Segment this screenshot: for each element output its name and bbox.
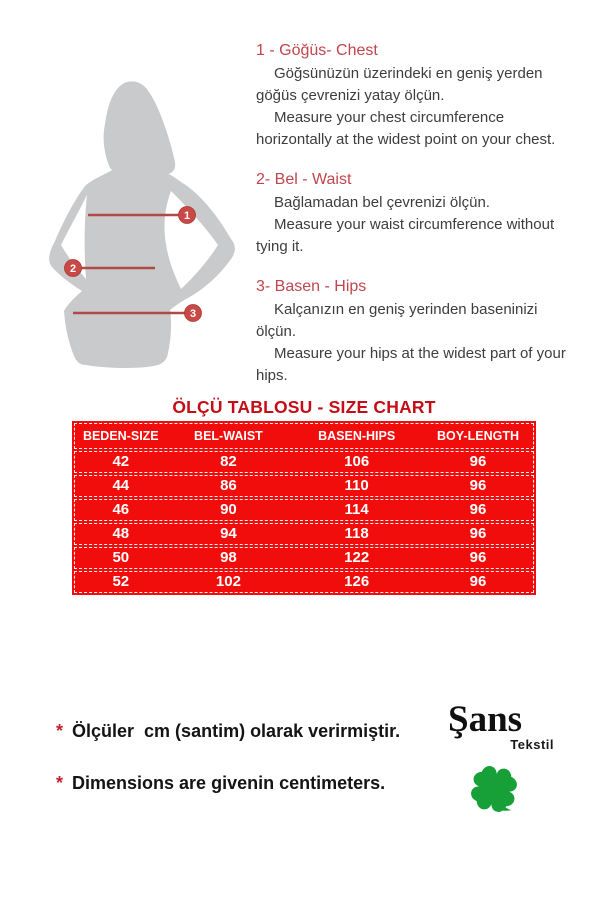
four-leaf-clover-icon [469, 766, 519, 814]
note-text-turkish: Ölçüler cm (santim) olarak verirmiştir. [72, 721, 401, 741]
female-silhouette-illustration: 1 2 3 [49, 81, 235, 368]
hips-badge: 3 [184, 304, 202, 322]
header-cell-size: BEDEN-SIZE [82, 429, 159, 443]
size-chart-header-row: BEDEN-SIZE BEL-WAIST BASEN-HIPS BOY-LENG… [74, 423, 534, 449]
cell-length: 96 [469, 453, 487, 470]
chest-badge: 1 [178, 206, 196, 224]
brand-subtitle: Tekstil [510, 737, 554, 752]
table-row: 42 82 106 96 [74, 451, 534, 473]
size-chart-table: BEDEN-SIZE BEL-WAIST BASEN-HIPS BOY-LENG… [72, 421, 536, 595]
measurement-instructions: 1 - Göğüs- Chest Göğsünüzün üzerindeki e… [256, 40, 574, 405]
cell-waist: 82 [220, 453, 237, 470]
waist-text-turkish: Bağlamadan bel çevrenizi ölçün. [274, 194, 490, 211]
size-chart-title: ÖLÇÜ TABLOSU - SIZE CHART [172, 397, 436, 417]
header-cell-hips: BASEN-HIPS [318, 429, 396, 443]
table-row: 52 102 126 96 [74, 571, 534, 593]
table-row: 50 98 122 96 [74, 547, 534, 569]
note-english: * Dimensions are givenin centimeters. [56, 770, 436, 796]
cell-hips: 114 [344, 501, 369, 518]
chest-heading: 1 - Göğüs- Chest [256, 42, 378, 59]
cell-waist: 102 [215, 573, 241, 590]
header-cell-waist: BEL-WAIST [194, 429, 263, 443]
cell-waist: 90 [220, 501, 237, 518]
chest-text-english: Measure your chest circumference horizon… [256, 109, 556, 148]
cell-hips: 110 [344, 477, 369, 494]
header-cell-length: BOY-LENGTH [437, 429, 519, 443]
cell-size: 42 [112, 453, 130, 470]
cell-size: 44 [112, 477, 130, 494]
cell-hips: 122 [344, 549, 370, 566]
cell-length: 96 [469, 549, 487, 566]
brand-logo: Şans Tekstil [448, 700, 558, 821]
cell-waist: 94 [220, 525, 237, 542]
silhouette-head [103, 81, 176, 176]
instruction-section-waist: 2- Bel - Waist Bağlamadan bel çevrenizi … [256, 169, 574, 258]
waist-badge-number: 2 [70, 263, 76, 275]
hips-text-english: Measure your hips at the widest part of … [256, 345, 566, 384]
waist-heading: 2- Bel - Waist [256, 171, 352, 188]
cell-hips: 126 [344, 573, 370, 590]
instruction-section-chest: 1 - Göğüs- Chest Göğsünüzün üzerindeki e… [256, 40, 574, 151]
cell-size: 50 [112, 549, 130, 566]
hips-text-turkish: Kalçanızın en geniş yerinden baseninizi … [256, 301, 538, 340]
cell-waist: 98 [220, 549, 237, 566]
cell-length: 96 [469, 477, 487, 494]
cell-length: 96 [469, 501, 487, 518]
cell-size: 48 [112, 525, 130, 542]
cell-hips: 106 [344, 453, 370, 470]
waist-text-english: Measure your waist circumference without… [256, 216, 555, 255]
cell-length: 96 [469, 573, 487, 590]
asterisk-marker: * [56, 773, 64, 793]
hips-heading: 3- Basen - Hips [256, 278, 367, 295]
hips-badge-number: 3 [190, 308, 196, 320]
cell-waist: 86 [220, 477, 237, 494]
table-row: 44 86 110 96 [74, 475, 534, 497]
note-turkish: * Ölçüler cm (santim) olarak verirmiştir… [56, 718, 436, 744]
note-text-english: Dimensions are givenin centimeters. [72, 773, 386, 793]
table-row: 46 90 114 96 [74, 499, 534, 521]
table-row: 48 94 118 96 [74, 523, 534, 545]
brand-name: Şans [448, 699, 523, 740]
cell-hips: 118 [344, 525, 369, 542]
cell-size: 46 [112, 501, 130, 518]
measurement-figure: 1 2 3 [40, 78, 240, 368]
cell-size: 52 [112, 573, 130, 590]
asterisk-marker: * [56, 721, 64, 741]
chest-text-turkish: Göğsünüzün üzerindeki en geniş yerden gö… [256, 65, 543, 104]
cell-length: 96 [469, 525, 487, 542]
chest-badge-number: 1 [184, 210, 190, 222]
waist-badge: 2 [64, 259, 82, 277]
footnotes: * Ölçüler cm (santim) olarak verirmiştir… [56, 718, 436, 822]
instruction-section-hips: 3- Basen - Hips Kalçanızın en geniş yeri… [256, 276, 574, 387]
